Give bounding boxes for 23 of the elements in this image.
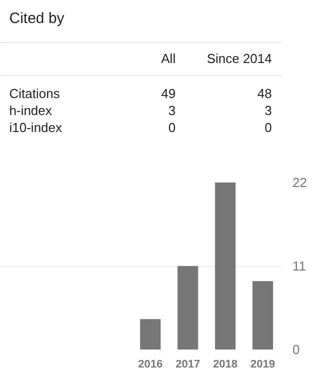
y-tick-label: 0 [292,342,300,357]
x-tick-label: 2018 [213,358,238,370]
x-tick-label: 2017 [176,358,200,370]
data-label: 3 [264,103,272,118]
x-tick-label: 2016 [138,358,163,370]
bar [178,266,198,350]
text: Since 2014 [206,51,272,66]
bar [252,281,274,350]
text: All [161,51,176,66]
x-tick-label: 2019 [250,358,276,370]
category-label: Citations [9,86,60,101]
bar [214,182,236,350]
y-tick-label: 11 [292,258,306,274]
data-label: 0 [264,120,272,135]
data-label: 3 [168,103,176,118]
data-label: 0 [168,120,176,135]
data-label: 49 [161,86,176,101]
y-tick-label: 22 [292,175,307,190]
category-label: h-index [9,103,52,118]
data-label: 48 [257,86,272,101]
bar [140,319,161,350]
text: Cited by [9,10,65,27]
category-label: i10-index [9,120,63,135]
